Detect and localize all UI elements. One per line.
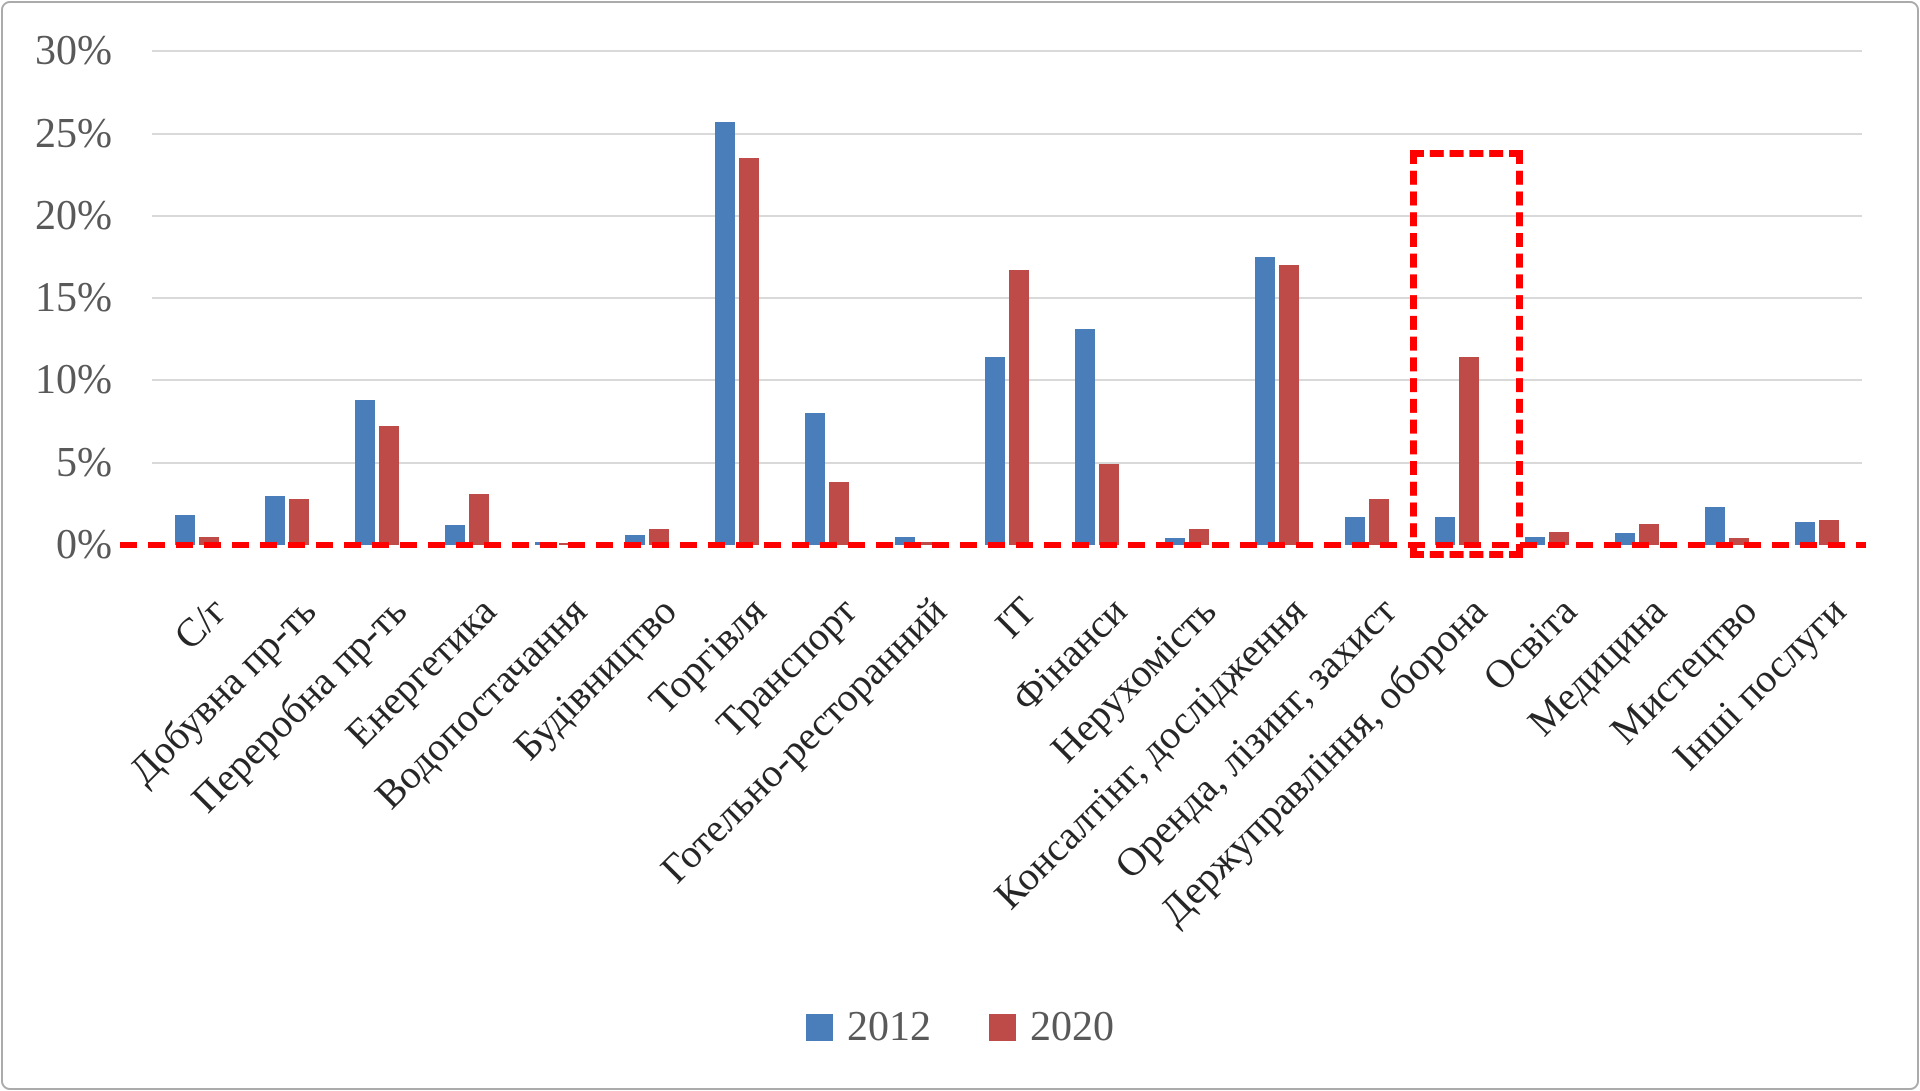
bar-2012 xyxy=(1165,538,1185,545)
y-axis-tick-label: 0% xyxy=(56,522,112,568)
legend-label-2012: 2012 xyxy=(847,1004,931,1050)
bar-2012 xyxy=(625,535,645,545)
highlight-dashed-box xyxy=(1410,150,1523,558)
bar-2020 xyxy=(1549,532,1569,545)
bar-2012 xyxy=(1525,537,1545,545)
bar-2020 xyxy=(1729,538,1749,545)
bar-2012 xyxy=(265,496,285,545)
bar-2020 xyxy=(1099,464,1119,545)
bar-2020 xyxy=(1639,524,1659,545)
legend-item-2020: 2020 xyxy=(989,1006,1114,1048)
bar-2020 xyxy=(1189,529,1209,545)
bar-2012 xyxy=(1075,329,1095,545)
bar-2020 xyxy=(1819,520,1839,545)
y-axis-tick-label: 20% xyxy=(35,192,112,239)
bar-2020 xyxy=(1279,265,1299,545)
bar-2012 xyxy=(1255,257,1275,545)
y-axis-tick-label: 30% xyxy=(35,28,112,75)
bar-2012 xyxy=(985,357,1005,545)
bar-2012 xyxy=(1345,517,1365,545)
bar-2020 xyxy=(1369,499,1389,545)
legend: 2012 2020 xyxy=(0,1002,1920,1052)
legend-swatch-2012 xyxy=(806,1013,833,1041)
legend-swatch-2020 xyxy=(989,1013,1016,1041)
x-axis-category-label: С/г xyxy=(164,588,235,659)
bar-2020 xyxy=(199,537,219,545)
bar-2012 xyxy=(355,400,375,545)
bar-2012 xyxy=(715,122,735,545)
bar-2012 xyxy=(805,413,825,545)
bar-2012 xyxy=(175,515,195,545)
bar-2020 xyxy=(739,158,759,545)
bar-2020 xyxy=(829,482,849,545)
bar-2020 xyxy=(469,494,489,545)
bar-2020 xyxy=(649,529,669,545)
bar-2020 xyxy=(289,499,309,545)
gridline-30pct xyxy=(152,50,1862,53)
gridline-15pct xyxy=(152,297,1862,300)
gridline-10pct xyxy=(152,379,1862,382)
bar-2012 xyxy=(445,525,465,545)
zero-baseline-dashed-line xyxy=(120,542,1866,548)
bar-2012 xyxy=(1435,517,1455,545)
y-axis-tick-label: 10% xyxy=(35,357,112,404)
bar-2020 xyxy=(379,426,399,545)
legend-item-2012: 2012 xyxy=(806,1006,931,1048)
bar-2012 xyxy=(1795,522,1815,545)
legend-label-2020: 2020 xyxy=(1030,1004,1114,1050)
y-axis-tick-label: 5% xyxy=(56,439,112,486)
gridline-25pct xyxy=(152,132,1862,135)
bar-2020 xyxy=(1459,357,1479,545)
y-axis-tick-label: 15% xyxy=(35,275,112,322)
gridline-20pct xyxy=(152,214,1862,217)
gridline-5pct xyxy=(152,461,1862,464)
bar-2012 xyxy=(1705,507,1725,545)
bar-2012 xyxy=(895,537,915,545)
x-axis-category-label: ІТ xyxy=(986,588,1045,647)
y-axis-tick-label: 25% xyxy=(35,110,112,157)
bar-2020 xyxy=(1009,270,1029,545)
